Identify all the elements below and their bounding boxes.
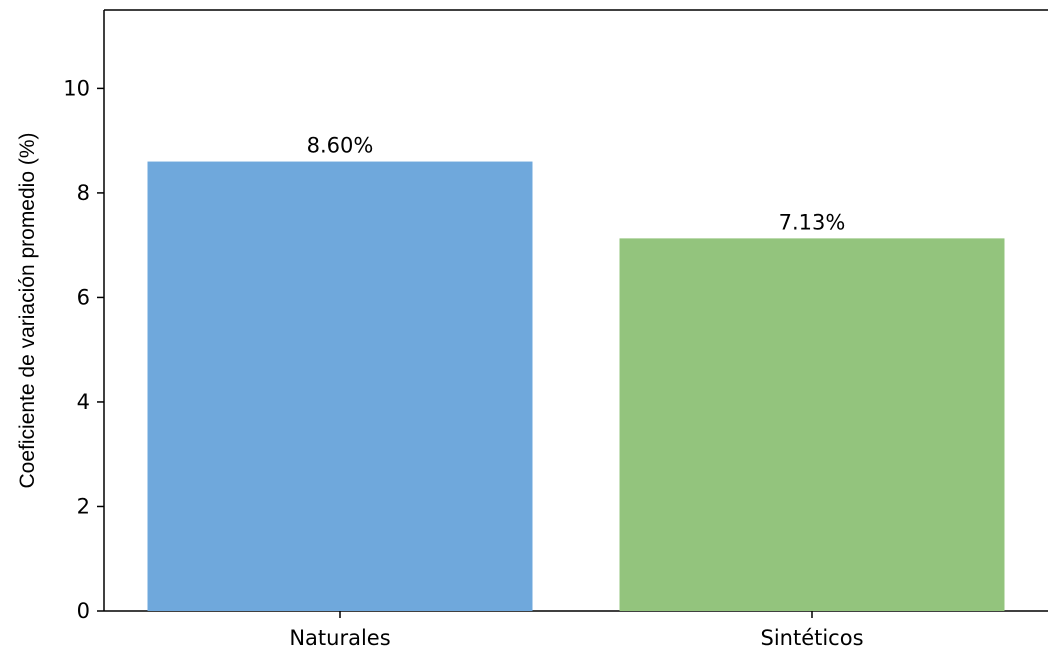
x-tick-label: Naturales (289, 626, 390, 650)
bar-naturales (147, 161, 533, 611)
y-tick-label: 2 (77, 494, 90, 518)
y-tick-label: 10 (63, 76, 90, 100)
y-tick-label: 6 (77, 285, 90, 309)
y-tick-label: 0 (77, 599, 90, 623)
y-tick-label: 4 (77, 390, 90, 414)
bar-sinteticos (619, 238, 1005, 611)
x-tick-label: Sintéticos (760, 626, 863, 650)
y-tick-label: 8 (77, 181, 90, 205)
data-labels: 8.60% 7.13% (307, 134, 846, 235)
data-label: 7.13% (779, 210, 846, 234)
data-label: 8.60% (307, 134, 374, 158)
y-axis-title: Coeficiente de variación promedio (%) (16, 132, 39, 488)
y-axis-ticks: 0 2 4 6 8 10 (63, 76, 104, 623)
bars (147, 161, 1005, 611)
x-axis-ticks: Naturales Sintéticos (289, 611, 864, 650)
